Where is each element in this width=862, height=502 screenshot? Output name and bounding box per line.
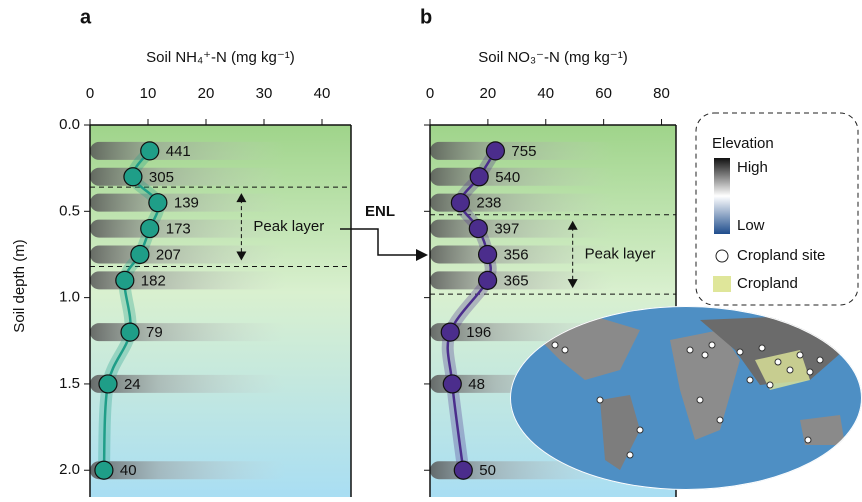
x-tick-label: 0 [86,85,94,102]
panel-label: a [80,6,92,28]
sample-cloud [430,168,615,186]
mean-point [131,245,149,263]
legend-cropland: Cropland [737,275,798,292]
y-tick-label: 2.0 [59,461,80,478]
site-marker [562,347,568,353]
site-marker [805,437,811,443]
sample-count: 441 [166,143,191,160]
legend-high: High [737,159,768,176]
legend: Elevation High Low Cropland site Croplan… [696,113,858,305]
sample-count: 139 [174,195,199,212]
site-marker [775,359,781,365]
x-tick-label: 20 [198,85,215,102]
legend-site: Cropland site [737,247,825,264]
site-marker [759,345,765,351]
y-tick-label: 1.5 [59,375,80,392]
x-tick-label: 80 [653,85,670,102]
site-marker [817,357,823,363]
mean-point [149,194,167,212]
sample-count: 79 [146,324,163,341]
sample-cloud [90,168,286,186]
x-tick-label: 0 [426,85,434,102]
legend-title: Elevation [712,135,774,152]
elevation-scale [714,158,730,234]
x-tick-label: 30 [256,85,273,102]
peak-layer-label: Peak layer [585,245,656,262]
mean-point [95,461,113,479]
x-tick-label: 40 [537,85,554,102]
site-marker [747,377,753,383]
mean-point [99,375,117,393]
x-tick-label: 40 [314,85,331,102]
sample-count: 173 [166,221,191,238]
mean-point [116,271,134,289]
page: Elevation High Low Cropland site Croplan… [0,0,862,502]
y-axis-title: Soil depth (m) [11,239,28,332]
mean-point [469,220,487,238]
sample-count: 48 [468,376,485,393]
sample-count: 365 [504,272,529,289]
sample-count: 24 [124,376,141,393]
site-marker [702,352,708,358]
site-marker [697,397,703,403]
sample-count: 356 [504,246,529,263]
y-tick-label: 0.5 [59,202,80,219]
mean-point [441,323,459,341]
legend-low: Low [737,217,765,234]
figure: Elevation High Low Cropland site Croplan… [0,0,862,497]
mean-point [479,245,497,263]
annotation: ENL [365,203,395,220]
site-marker [737,349,743,355]
mean-point [443,375,461,393]
enl-arrow: ENL [340,203,428,261]
mean-point [141,220,159,238]
mean-point [451,194,469,212]
sample-count: 40 [120,462,137,479]
sample-count: 50 [479,462,496,479]
sample-count: 238 [476,195,501,212]
x-axis-title: Soil NO₃⁻-N (mg kg⁻¹) [478,49,627,66]
site-marker [787,367,793,373]
sample-count: 196 [466,324,491,341]
panel-label: b [420,6,432,28]
y-tick-label: 1.0 [59,289,80,306]
sample-count: 755 [511,143,536,160]
sample-cloud [90,375,286,393]
sample-cloud [90,245,286,263]
site-marker [597,397,603,403]
site-marker [637,427,643,433]
world-map [510,306,862,490]
arrow-head [416,249,428,261]
mean-point [479,271,497,289]
sample-count: 305 [149,169,174,186]
site-marker [797,352,803,358]
legend-cropland-swatch [713,276,731,292]
mean-point [141,142,159,160]
mean-point [121,323,139,341]
mean-point [486,142,504,160]
x-tick-label: 10 [140,85,157,102]
sample-count: 207 [156,246,181,263]
site-marker [709,342,715,348]
site-marker [552,342,558,348]
x-tick-label: 60 [595,85,612,102]
mean-point [124,168,142,186]
sample-cloud [430,220,615,238]
sample-count: 182 [141,272,166,289]
site-marker [717,417,723,423]
y-tick-label: 0.0 [59,116,80,133]
mean-point [454,461,472,479]
legend-site-marker [716,250,728,262]
sample-count: 540 [495,169,520,186]
site-marker [767,382,773,388]
x-tick-label: 20 [480,85,497,102]
sample-cloud [90,323,286,341]
mean-point [470,168,488,186]
x-axis-title: Soil NH₄⁺-N (mg kg⁻¹) [146,49,295,66]
sample-count: 397 [494,221,519,238]
site-marker [687,347,693,353]
peak-layer-label: Peak layer [253,218,324,235]
site-marker [627,452,633,458]
site-marker [807,369,813,375]
